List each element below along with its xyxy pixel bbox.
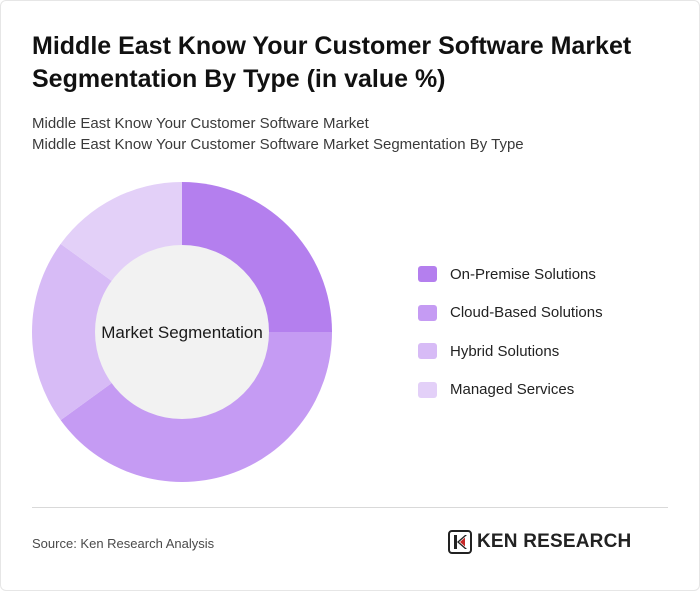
ken-research-logo: KEN RESEARCH	[448, 530, 631, 554]
legend-item: Managed Services	[418, 379, 603, 401]
legend-item: On-Premise Solutions	[418, 263, 603, 285]
legend-label: Hybrid Solutions	[450, 342, 560, 360]
donut-center-label: Market Segmentation	[101, 323, 263, 342]
legend-label: Cloud-Based Solutions	[450, 304, 603, 321]
legend-item: Hybrid Solutions	[418, 340, 603, 362]
legend-swatch	[418, 381, 437, 398]
chart-title: Middle East Know Your Customer Software …	[32, 32, 632, 93]
legend-swatch	[418, 343, 437, 359]
legend-swatch	[418, 304, 437, 321]
legend-swatch	[418, 266, 437, 282]
donut-hole	[95, 245, 269, 419]
subtitle-line-1: Middle East Know Your Customer Software …	[32, 115, 369, 132]
footer-divider	[32, 507, 668, 508]
subtitle: Middle East Know Your Customer Software …	[32, 113, 672, 155]
ken-research-logo-icon	[448, 530, 472, 554]
source-note: Source: Ken Research Analysis	[32, 536, 215, 551]
chart-legend: On-Premise Solutions Cloud-Based Solution…	[418, 263, 603, 417]
donut-chart: Market Segmentation	[32, 182, 333, 482]
legend-item: Cloud-Based Solutions	[418, 302, 603, 324]
logo-text: KEN RESEARCH	[477, 531, 632, 552]
legend-label: Managed Services	[450, 381, 575, 398]
subtitle-line-2: Middle East Know Your Customer Software …	[32, 136, 524, 153]
legend-label: On-Premise Solutions	[450, 265, 596, 283]
